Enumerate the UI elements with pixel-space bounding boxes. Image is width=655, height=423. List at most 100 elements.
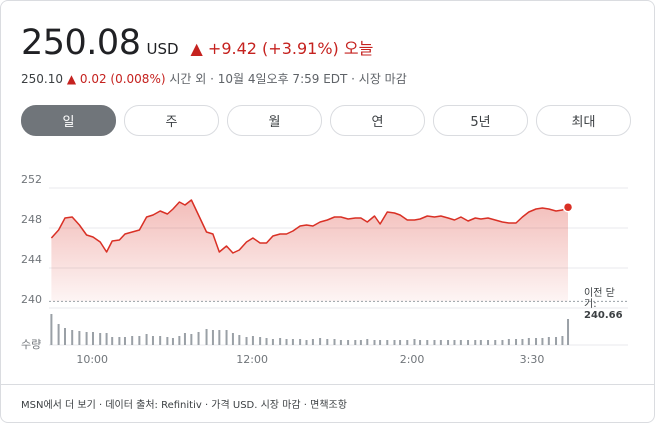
- volume-bar: [439, 340, 442, 345]
- volume-bar: [190, 334, 193, 345]
- range-tab[interactable]: 주: [124, 105, 219, 136]
- volume-label: 수량: [21, 338, 41, 351]
- volume-bar: [105, 333, 108, 345]
- after-change-value: 0.02 (0.008%): [79, 72, 166, 86]
- volume-bar: [555, 337, 558, 345]
- volume-bar: [118, 337, 121, 345]
- volume-bar: [145, 334, 148, 345]
- volume-bar: [197, 332, 200, 345]
- volume-bar: [521, 339, 524, 345]
- price-area: [51, 200, 568, 302]
- price: 250.08: [21, 23, 141, 63]
- volume-bar: [111, 337, 114, 345]
- y-tick-label: 248: [21, 213, 42, 226]
- x-tick-label: 2:00: [400, 353, 425, 366]
- volume-bar: [507, 339, 510, 345]
- volume-bar: [319, 338, 322, 345]
- volume-bar: [386, 340, 389, 345]
- volume-bar: [91, 332, 94, 345]
- volume-bar: [138, 336, 141, 345]
- prev-close-value: 240.66: [584, 310, 623, 321]
- volume-bar: [251, 336, 254, 345]
- volume-bar: [159, 336, 162, 345]
- volume-bar: [131, 336, 134, 345]
- after-hours-row: 250.10 ▲ 0.02 (0.008%) 시간 외 · 10월 4일오후 7…: [21, 70, 407, 87]
- volume-bar: [271, 339, 274, 345]
- price-line: [50, 199, 569, 254]
- volume-bar: [166, 337, 169, 345]
- volume-bar: [245, 337, 248, 345]
- footer-divider: [1, 384, 654, 385]
- volume-bar: [265, 338, 268, 345]
- period: 오늘: [343, 39, 374, 58]
- volume-bar: [85, 332, 88, 345]
- volume-bar: [535, 338, 538, 345]
- after-price: 250.10: [21, 72, 63, 86]
- y-tick-label: 252: [21, 173, 42, 186]
- volume-bar: [467, 340, 470, 345]
- volume-bar: [413, 339, 416, 345]
- volume-bar: [211, 330, 214, 345]
- volume-bar: [419, 340, 422, 345]
- volume-bar: [433, 340, 436, 345]
- y-tick-label: 240: [21, 293, 42, 306]
- x-tick-label: 10:00: [76, 353, 108, 366]
- volume-bar: [291, 339, 294, 345]
- last-point: [562, 201, 574, 213]
- volume-bar: [479, 340, 482, 345]
- volume-bar: [339, 340, 342, 345]
- volume-bar: [183, 333, 186, 345]
- change-value: +9.42 (+3.91%): [207, 39, 339, 58]
- after-change: ▲ 0.02 (0.008%): [67, 72, 166, 86]
- range-tab[interactable]: 월: [227, 105, 322, 136]
- volume-bar: [494, 340, 497, 345]
- volume-bar: [123, 337, 126, 345]
- volume-bar: [178, 336, 181, 345]
- volume-bar: [347, 340, 350, 345]
- volume-bar: [171, 338, 174, 345]
- volume-bar: [238, 335, 241, 345]
- volume-bar: [333, 339, 336, 345]
- range-tab[interactable]: 5년: [433, 105, 528, 136]
- volume-bar: [354, 340, 357, 345]
- y-tick-label: 244: [21, 253, 42, 266]
- volume-bar: [299, 339, 302, 345]
- volume-bar: [218, 330, 221, 345]
- volume-bar: [366, 339, 369, 345]
- volume-bar: [567, 319, 570, 345]
- volume-bar: [50, 314, 53, 345]
- volume-bar: [487, 340, 490, 345]
- volume-bar: [205, 329, 208, 345]
- range-tab[interactable]: 일: [21, 105, 116, 136]
- range-tabs: 일 주 월 연 5년 최대: [21, 105, 631, 136]
- volume-bar: [311, 339, 314, 345]
- volume-bar: [63, 328, 66, 345]
- volume-bar: [359, 340, 362, 345]
- after-note: 시간 외 · 10월 4일오후 7:59 EDT · 시장 마감: [169, 72, 407, 86]
- volume-bar: [515, 339, 518, 345]
- x-tick-label: 12:00: [236, 353, 268, 366]
- volume-bar: [547, 337, 550, 345]
- x-tick-label: 3:30: [520, 353, 545, 366]
- price-row: 250.08 USD ▲ +9.42 (+3.91%) 오늘: [21, 23, 373, 63]
- volume-bar: [71, 330, 74, 345]
- volume-bar: [279, 338, 282, 345]
- footer: MSN에서 더 보기 · 데이터 출처: Refinitiv · 가격 USD.…: [21, 400, 347, 411]
- currency: USD: [146, 40, 179, 58]
- volume-bar: [474, 340, 477, 345]
- volume-bar: [453, 340, 456, 345]
- prev-close-label: 이전 닫기:: [584, 288, 615, 310]
- volume-bar: [78, 331, 81, 345]
- volume-bar: [259, 337, 262, 345]
- volume-bar: [373, 340, 376, 345]
- volume-bar: [561, 336, 564, 345]
- volume-bar: [379, 340, 382, 345]
- range-tab[interactable]: 최대: [536, 105, 631, 136]
- volume-bar: [399, 340, 402, 345]
- volume-bar: [285, 339, 288, 345]
- change: ▲ +9.42 (+3.91%) 오늘: [191, 39, 374, 58]
- volume-bar: [393, 340, 396, 345]
- range-tab[interactable]: 연: [330, 105, 425, 136]
- volume-bar: [99, 333, 102, 345]
